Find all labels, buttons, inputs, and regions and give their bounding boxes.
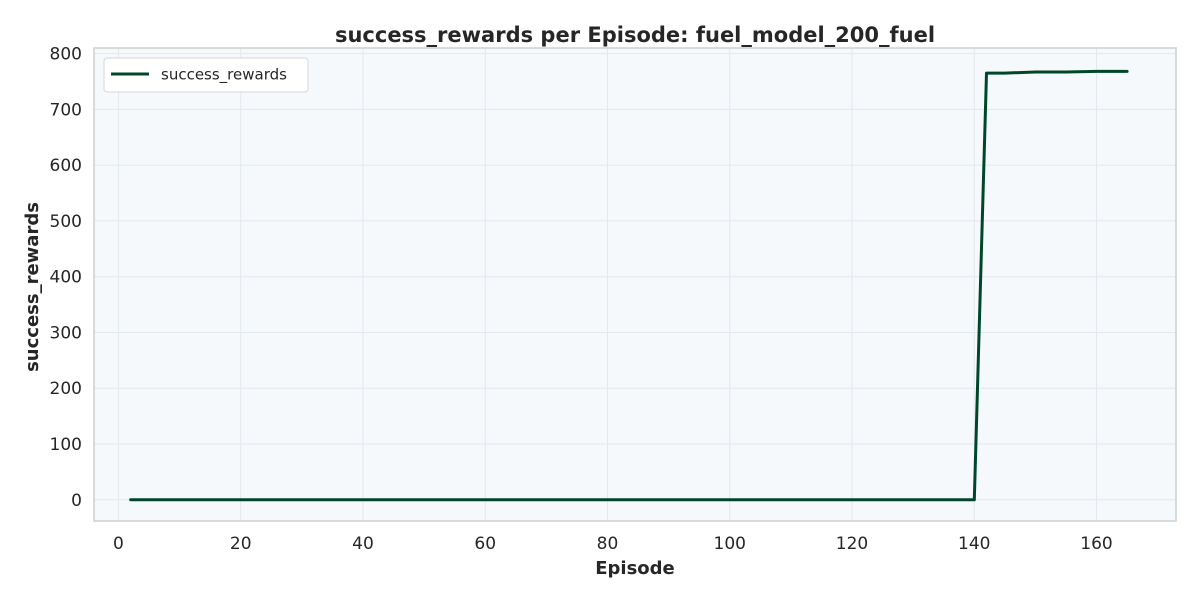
y-tick-label: 600 <box>50 156 82 176</box>
y-tick-label: 700 <box>50 100 82 120</box>
legend: success_rewards <box>103 57 309 93</box>
y-tick-label: 100 <box>50 435 82 455</box>
x-axis-label: Episode <box>595 558 675 579</box>
y-tick-label: 200 <box>50 379 82 399</box>
x-tick-label: 160 <box>1080 534 1112 554</box>
x-tick-label: 80 <box>597 534 619 554</box>
y-tick-label: 300 <box>50 323 82 343</box>
y-tick-label: 800 <box>50 45 82 65</box>
y-tick-label: 0 <box>71 491 82 511</box>
legend-label: success_rewards <box>161 66 287 85</box>
legend-box <box>103 57 309 93</box>
x-tick-label: 100 <box>714 534 746 554</box>
x-tick-label: 60 <box>474 534 496 554</box>
y-tick-label: 500 <box>50 212 82 232</box>
x-tick-label: 120 <box>836 534 868 554</box>
x-tick-label: 20 <box>230 534 252 554</box>
series-line-success-rewards <box>129 69 1129 502</box>
y-axis-ticks: 0 100 200 300 400 500 600 700 800 <box>50 45 82 511</box>
chart-title: success_rewards per Episode: fuel_model_… <box>335 23 935 47</box>
x-axis-ticks: 0 20 40 60 80 100 120 140 160 <box>113 534 1113 554</box>
plot-frame <box>93 47 1177 522</box>
plot-area <box>94 48 1176 521</box>
series-lines <box>129 69 1129 502</box>
x-tick-label: 0 <box>113 534 124 554</box>
x-tick-label: 140 <box>958 534 990 554</box>
x-tick-label: 40 <box>352 534 374 554</box>
y-axis-label: success_rewards <box>22 202 43 372</box>
y-tick-label: 400 <box>50 268 82 288</box>
